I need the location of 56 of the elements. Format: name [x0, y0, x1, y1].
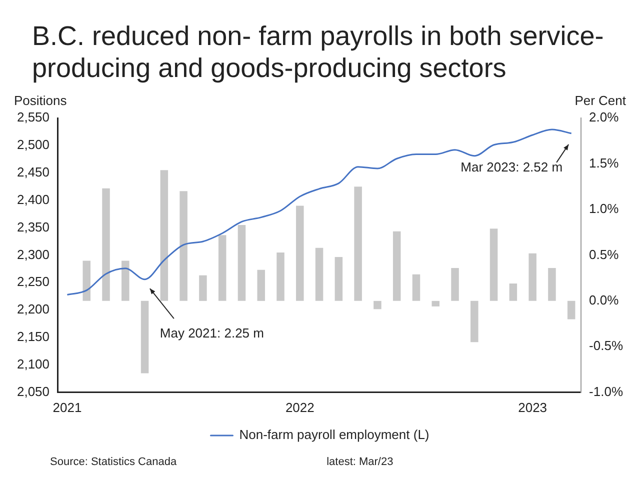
bar — [199, 275, 207, 301]
x-tick-label: 2022 — [285, 400, 314, 415]
y-tick-label: 2,300 — [16, 246, 50, 262]
y-tick-label: 2,150 — [16, 329, 50, 344]
bar — [102, 188, 110, 301]
line-series — [66, 128, 572, 296]
y-tick-label: 2,250 — [16, 274, 50, 290]
bar — [392, 231, 401, 301]
legend-label: Non-farm payroll employment (L) — [239, 427, 430, 442]
y2-axis-title: Per Cent — [574, 93, 626, 108]
y2-tick-label: 1.0% — [589, 201, 620, 216]
bar — [276, 252, 284, 301]
bar — [470, 300, 478, 342]
bar — [509, 284, 518, 301]
bar — [140, 300, 149, 374]
bar — [257, 270, 265, 301]
y2-tick-label: 0.5% — [589, 246, 620, 262]
y2-tick-label: -0.5% — [589, 338, 624, 354]
y-tick-label: 2,350 — [16, 219, 50, 234]
source-note: Source: Statistics Canada — [50, 456, 177, 468]
bar — [528, 253, 536, 301]
y-tick-label: 2,450 — [16, 164, 50, 180]
bar — [567, 300, 576, 320]
bar — [315, 248, 324, 301]
y2-tick-label: 0.0% — [589, 292, 620, 308]
bar — [451, 268, 459, 301]
bar — [334, 257, 343, 301]
bar — [432, 300, 440, 306]
y-axis-title: Positions — [14, 93, 68, 108]
y-tick-label: 2,050 — [16, 384, 50, 399]
y2-tick-label: 2.0% — [589, 110, 620, 125]
bar — [122, 260, 130, 301]
annotation: May 2021: 2.25 m — [160, 326, 264, 341]
chart-title: B.C. reduced non- farm payrolls in both service-producing and goods-producing sectors — [31, 20, 605, 85]
text: latest: Mar/23 — [326, 456, 394, 468]
y-tick-label: 2,200 — [16, 302, 50, 317]
bar — [296, 206, 304, 301]
bar — [490, 228, 498, 301]
y-tick-label: 2,100 — [16, 356, 50, 372]
bar — [82, 260, 90, 301]
y-tick-label: 2,500 — [16, 137, 50, 152]
bar — [160, 170, 168, 301]
y-tick-label: 2,400 — [16, 192, 50, 207]
y2-tick-label: -1.0% — [589, 384, 624, 399]
bar — [238, 225, 246, 301]
bar — [412, 274, 420, 301]
bar — [354, 186, 362, 301]
bar — [218, 235, 226, 301]
y-tick-label: 2,550 — [16, 110, 50, 125]
x-tick-label: 2023 — [518, 400, 548, 415]
bar — [374, 300, 382, 310]
x-tick-label: 2021 — [52, 400, 82, 415]
bar — [548, 268, 556, 301]
y2-tick-label: 1.5% — [589, 155, 620, 170]
bar — [180, 191, 188, 301]
annotation: Mar 2023: 2.52 m — [460, 160, 563, 175]
